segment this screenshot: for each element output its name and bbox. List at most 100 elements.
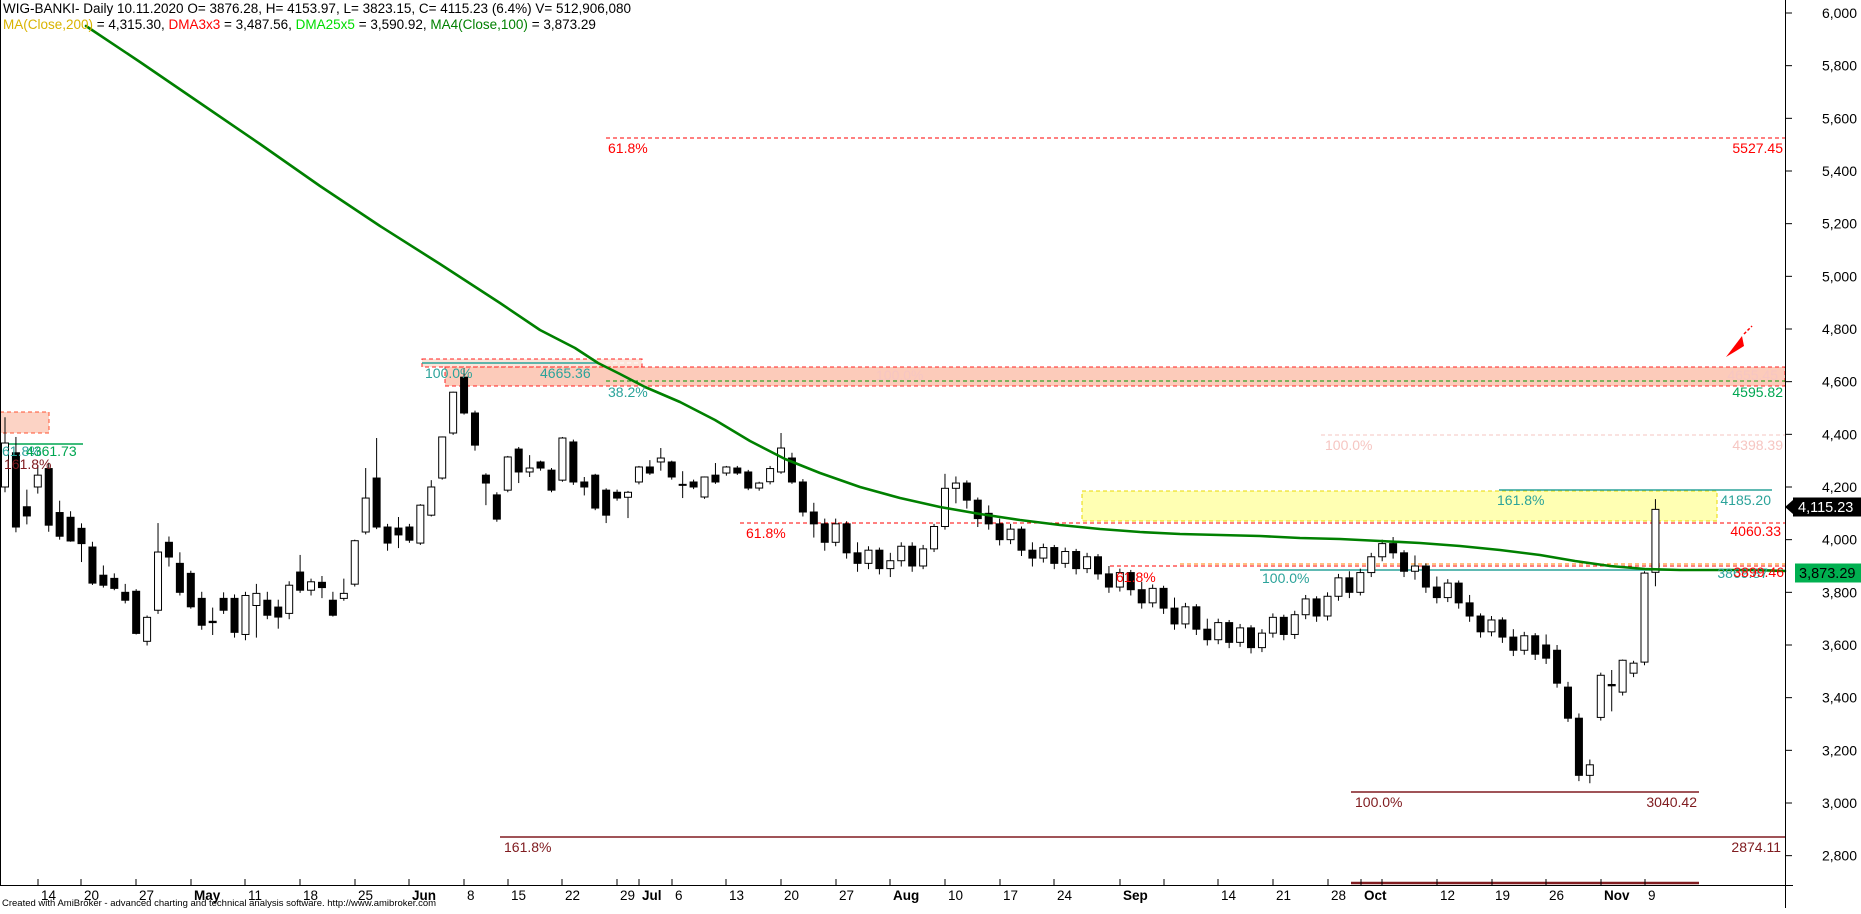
candle-body [1115, 572, 1124, 588]
annotation-arrow-tail [1743, 325, 1753, 335]
candle-body [766, 468, 775, 483]
indicator-legend: MA(Close,200) = 4,315.30, DMA3x3 = 3,487… [3, 17, 596, 32]
x-axis-label: 26 [1549, 888, 1564, 903]
candle-body [1585, 764, 1594, 776]
x-axis-label: 27 [139, 888, 154, 903]
candle-body [1563, 686, 1572, 719]
candle-body [1159, 587, 1168, 609]
candle-body [1629, 662, 1638, 674]
candle-body [547, 469, 556, 491]
y-axis-label: 3,200 [1822, 742, 1857, 758]
x-axis-label: 24 [1057, 888, 1073, 903]
y-axis-label: 5,000 [1822, 268, 1857, 284]
candle-body [121, 591, 130, 601]
candle-body [798, 481, 807, 513]
fib-label: 3899.46 [1733, 564, 1784, 580]
candle-body [1323, 595, 1332, 617]
indicator-legend-segment: = 3,873.29 [527, 17, 596, 32]
candle-body [1509, 636, 1518, 651]
candle-body [908, 545, 917, 567]
fib-label: 4665.36 [540, 365, 591, 381]
x-axis-label: 20 [84, 888, 99, 903]
candle-body [733, 467, 742, 474]
candle-body [449, 391, 458, 434]
indicator-legend-segment: MA4(Close,100) [430, 17, 528, 32]
candle-body [1410, 565, 1419, 572]
y-axis-label: 4,600 [1822, 374, 1857, 390]
candle-body [1498, 619, 1507, 638]
candle-body [1203, 628, 1212, 641]
candle-body [241, 594, 250, 635]
candle-body [1104, 573, 1113, 588]
candle-body [1432, 586, 1441, 599]
candle-body [197, 597, 206, 626]
y-axis-label: 4,000 [1822, 532, 1857, 548]
candle-body [711, 474, 720, 483]
candle-body [33, 474, 42, 488]
x-axis-label: Sep [1123, 888, 1148, 903]
candle-body [285, 584, 294, 614]
fib-label: 100.0% [425, 365, 472, 381]
candle-body [481, 474, 490, 484]
candle-body [274, 606, 283, 618]
candle-body [831, 523, 840, 543]
x-axis-label: 8 [467, 888, 475, 903]
candle-body [55, 512, 64, 537]
candle-body [591, 474, 600, 509]
fib-label: 161.8% [4, 456, 51, 472]
candle-body [154, 551, 163, 611]
candle-body [1247, 627, 1256, 649]
y-axis-label: 3,000 [1822, 795, 1857, 811]
fib-label: 100.0% [1355, 794, 1402, 810]
candle-body [1268, 616, 1277, 634]
x-axis-label: 14 [41, 888, 57, 903]
y-axis-label: 4,200 [1822, 479, 1857, 495]
x-axis-label: 13 [729, 888, 744, 903]
candle-body [328, 599, 337, 616]
fib-label: 161.8% [504, 839, 551, 855]
indicator-legend-segment: = 3,590.92, [354, 17, 431, 32]
candle-body [1618, 659, 1627, 693]
fib-label: 2874.11 [1731, 839, 1781, 855]
fib-label: 38.2% [608, 384, 648, 400]
x-axis-label: 29 [620, 888, 635, 903]
y-axis-label: 3,600 [1822, 637, 1857, 653]
candle-body [1083, 556, 1092, 570]
y-axis-label: 5,400 [1822, 163, 1857, 179]
candle-body [438, 436, 447, 479]
fib-label: 61.8% [746, 525, 786, 541]
candle-body [645, 466, 654, 474]
candle-body [1367, 556, 1376, 574]
candle-body [1542, 644, 1551, 659]
candle-body [460, 376, 469, 414]
candle-body [1061, 551, 1070, 564]
fib-label: 4060.33 [1730, 523, 1781, 539]
candle-body [208, 620, 217, 624]
x-axis-label: Nov [1604, 888, 1630, 903]
candle-body [1334, 577, 1343, 597]
chart-title-ohlc: WIG-BANKI- Daily 10.11.2020 O= 3876.28, … [3, 1, 632, 16]
candle-body [1312, 598, 1321, 617]
fib-label: 61.8% [608, 140, 648, 156]
candle-body [689, 481, 698, 488]
candle-body [77, 527, 86, 545]
candle-body [886, 560, 895, 570]
x-axis-label: May [194, 888, 221, 903]
candle-body [864, 549, 873, 564]
candle-body [252, 592, 261, 606]
candle-body [755, 482, 764, 489]
candle-body [11, 452, 20, 528]
candle-body [1148, 587, 1157, 604]
y-axis-label: 4,800 [1822, 321, 1857, 337]
candle-body [1400, 552, 1409, 572]
candle-body [263, 599, 272, 616]
indicator-legend-segment: = 4,315.30, [93, 17, 169, 32]
x-axis-label: 6 [675, 888, 683, 903]
candle-body [416, 504, 425, 544]
candle-body [1465, 602, 1474, 617]
fib-label: 100.0% [876, 367, 923, 383]
candle-body [1389, 543, 1398, 554]
candle-body [1476, 615, 1485, 633]
fib-label: 5527.45 [1732, 140, 1783, 156]
